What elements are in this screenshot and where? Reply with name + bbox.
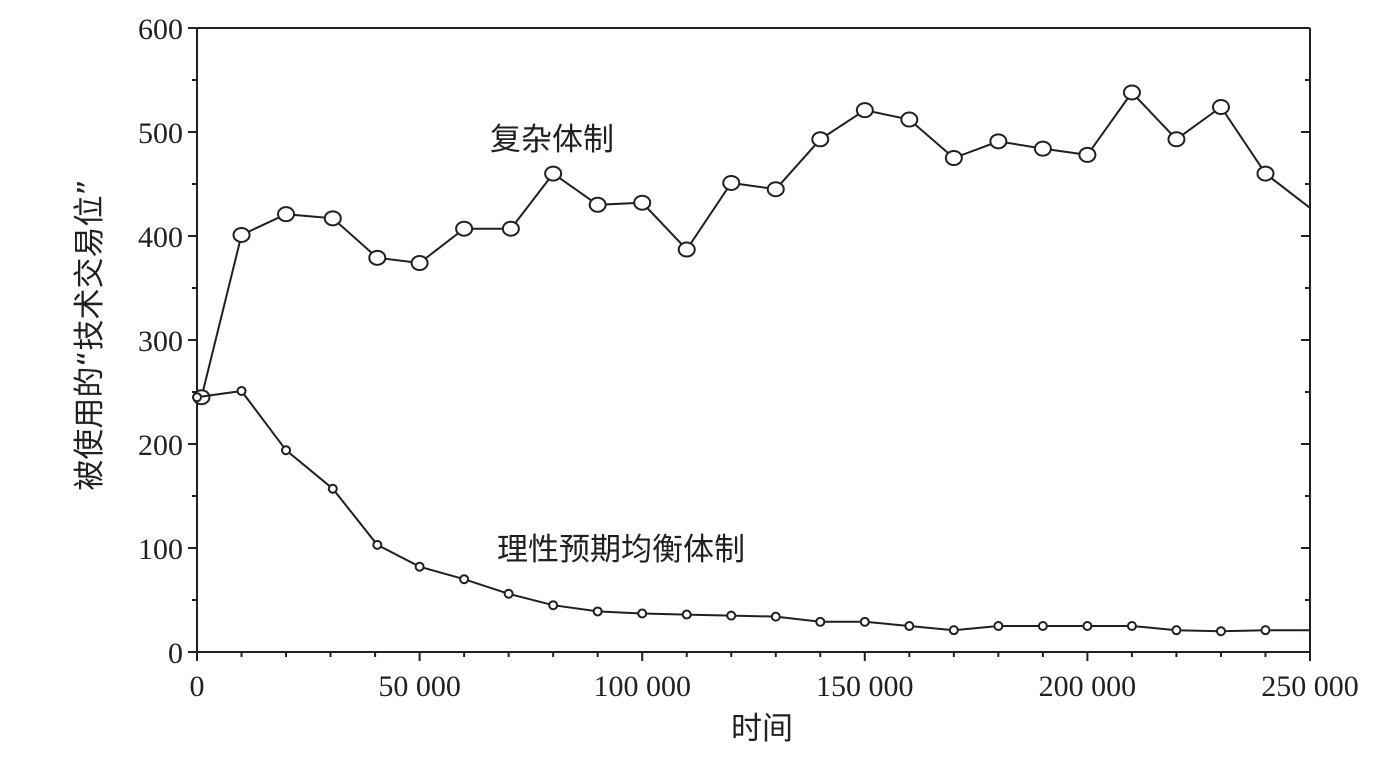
- data-point: [989, 133, 1008, 150]
- y-tick-label: 100: [138, 533, 183, 566]
- data-point: [232, 226, 251, 243]
- data-point: [1037, 621, 1048, 631]
- series-complex: [192, 84, 1311, 406]
- data-point: [637, 608, 648, 619]
- data-point: [855, 102, 874, 119]
- data-point: [372, 539, 383, 550]
- data-point: [501, 220, 520, 237]
- data-point: [811, 131, 830, 148]
- data-point: [192, 392, 202, 403]
- data-point: [236, 385, 247, 396]
- y-tick-label: 300: [138, 325, 183, 358]
- data-point: [859, 616, 870, 627]
- data-point: [459, 574, 470, 585]
- series-label-complex: 复杂体制: [490, 122, 614, 158]
- data-point: [592, 606, 603, 617]
- series-line: [196, 389, 1310, 633]
- data-point: [503, 588, 514, 599]
- data-point: [588, 196, 607, 213]
- data-point: [410, 255, 429, 272]
- data-point: [766, 181, 785, 198]
- data-point: [1260, 625, 1271, 636]
- data-point: [368, 249, 387, 266]
- axes: 0 100 200 300 400 500 600 0 50 000 100 000 150 000…: [138, 13, 1359, 703]
- series-label-rational: 理性预期均衡体制: [497, 532, 745, 568]
- y-tick-label: 600: [138, 13, 183, 46]
- x-tick-label: 150 000: [816, 670, 914, 703]
- y-tick-label: 400: [138, 221, 183, 254]
- data-point: [722, 174, 741, 191]
- x-axis-title: 时间: [731, 711, 793, 747]
- series-line: [200, 90, 1311, 398]
- data-point: [277, 206, 296, 223]
- x-tick-label: 200 000: [1039, 670, 1137, 703]
- data-point: [681, 609, 692, 620]
- x-tick-label: 250 000: [1261, 670, 1359, 703]
- data-point: [548, 600, 559, 611]
- data-point: [815, 616, 826, 627]
- data-point: [1122, 84, 1141, 101]
- data-point: [944, 150, 963, 166]
- y-tick-label: 500: [138, 117, 183, 150]
- data-point: [323, 210, 342, 227]
- data-point: [770, 611, 781, 622]
- data-point: [1033, 140, 1052, 157]
- data-point: [677, 241, 696, 258]
- data-point: [900, 111, 919, 128]
- series-rational: [192, 385, 1310, 637]
- data-point: [544, 165, 563, 182]
- x-tick-label: 50 000: [378, 670, 461, 703]
- data-point: [1211, 99, 1230, 116]
- data-point: [414, 561, 425, 572]
- y-axis-title: 被使用的“技术交易位”: [72, 179, 108, 490]
- data-point: [948, 625, 959, 636]
- data-point: [726, 610, 737, 621]
- series-layer: [192, 84, 1311, 637]
- data-point: [1256, 165, 1275, 182]
- data-point: [1078, 146, 1097, 163]
- data-point: [633, 194, 652, 211]
- data-point: [1215, 626, 1226, 637]
- data-point: [993, 621, 1004, 631]
- data-point: [455, 220, 474, 237]
- y-tick-label: 200: [138, 429, 183, 462]
- x-tick-label: 0: [190, 670, 205, 703]
- data-point: [1171, 625, 1182, 636]
- y-tick-label: 0: [168, 637, 183, 670]
- data-point: [1126, 621, 1137, 631]
- data-point: [327, 483, 338, 494]
- data-point: [904, 621, 915, 631]
- x-tick-label: 100 000: [593, 670, 691, 703]
- data-point: [1082, 621, 1093, 631]
- data-point: [1167, 131, 1186, 148]
- data-point: [281, 445, 292, 456]
